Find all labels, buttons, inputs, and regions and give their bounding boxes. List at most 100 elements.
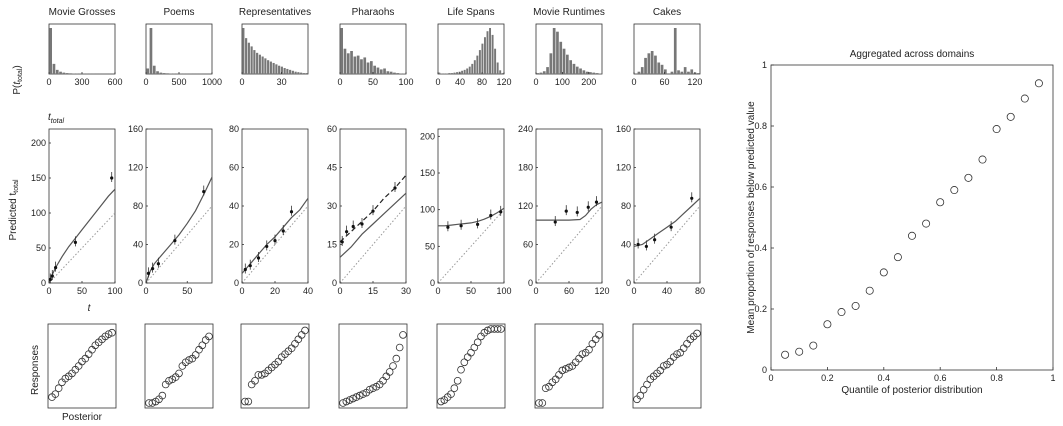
histogram-bar xyxy=(340,28,343,74)
data-point xyxy=(564,209,568,213)
histogram-bar xyxy=(549,53,553,74)
response-marker xyxy=(251,376,259,385)
histogram-title: Poems xyxy=(163,7,194,18)
histogram-bar xyxy=(677,70,680,74)
y-tick-label: 0 xyxy=(626,278,631,288)
response-marker xyxy=(453,376,462,385)
response-marker xyxy=(185,356,193,364)
histogram-title: Cakes xyxy=(653,7,681,18)
y-tick-label: 180 xyxy=(518,163,533,173)
histogram-bar xyxy=(552,28,556,74)
response-marker xyxy=(175,369,183,378)
responses-frame xyxy=(47,323,117,409)
histogram-bar xyxy=(466,68,469,74)
histogram-tick-label: 50 xyxy=(368,77,378,87)
x-tick-label: 50 xyxy=(77,286,87,296)
histogram-bar xyxy=(499,70,502,74)
aggregate-marker xyxy=(922,219,931,228)
data-point xyxy=(446,225,450,229)
histogram-tick-label: 300 xyxy=(74,77,89,87)
response-marker xyxy=(365,385,374,394)
identity-line xyxy=(48,212,116,284)
histogram-title: Movie Runtimes xyxy=(533,7,605,18)
x-tick-label: 100 xyxy=(107,286,122,296)
data-point xyxy=(243,267,247,272)
prediction-frame xyxy=(48,128,116,284)
data-point xyxy=(289,210,294,214)
histogram-bar xyxy=(264,58,267,74)
data-point xyxy=(48,277,52,282)
y-tick-label: 120 xyxy=(616,163,631,173)
histogram-bar xyxy=(258,54,261,74)
response-marker xyxy=(591,335,600,344)
data-point xyxy=(345,230,349,234)
responses-panel-2 xyxy=(144,323,214,409)
response-marker xyxy=(369,384,377,393)
histogram-tick-label: 120 xyxy=(496,77,511,87)
response-marker xyxy=(460,358,469,367)
response-marker xyxy=(355,391,364,400)
histogram-tick-label: 0 xyxy=(533,77,538,87)
aggregate-xlabel: Quantile of posterior distribution xyxy=(841,385,982,396)
response-marker xyxy=(399,331,407,339)
x-tick-label: 0 xyxy=(435,286,440,296)
histogram-bar xyxy=(458,71,461,74)
response-marker xyxy=(639,385,648,394)
y-tick-label: 0 xyxy=(528,278,533,288)
histogram-bar xyxy=(664,69,667,74)
response-marker xyxy=(578,350,587,358)
responses-frame xyxy=(240,323,310,409)
histogram-bar xyxy=(356,55,360,74)
response-marker xyxy=(349,394,357,403)
histogram-bar xyxy=(569,60,572,74)
responses-panel-5 xyxy=(436,323,506,409)
data-point xyxy=(690,196,694,200)
histogram-tick-label: 0 xyxy=(46,77,51,87)
histogram-frame xyxy=(241,23,309,75)
y-tick-label: 45 xyxy=(327,163,337,173)
response-marker xyxy=(291,339,299,348)
histogram-tick-label: 0 xyxy=(239,77,244,87)
histogram-bar xyxy=(683,67,687,74)
data-point xyxy=(202,189,206,194)
response-marker xyxy=(342,397,351,406)
histogram-bar xyxy=(690,69,694,74)
histogram-bar xyxy=(389,71,393,74)
histogram-tick-label: 80 xyxy=(477,77,487,87)
responses-panel-3 xyxy=(240,323,310,409)
x-tick-label: 0.8 xyxy=(990,373,1003,383)
response-marker xyxy=(205,332,213,341)
histogram-bar xyxy=(582,70,586,74)
response-marker xyxy=(389,362,397,370)
data-point xyxy=(459,224,463,228)
y-tick-label: 0 xyxy=(762,365,767,375)
prediction-panel-7: 0 40 80 0 40 80 120 160 xyxy=(616,124,705,296)
histogram-bar xyxy=(483,37,486,74)
data-point xyxy=(499,210,503,214)
y-tick-label: 60 xyxy=(523,240,533,250)
histogram-bar xyxy=(346,53,350,74)
histogram-bar xyxy=(697,73,700,74)
y-tick-label: 40 xyxy=(229,201,239,211)
aggregate-marker xyxy=(1020,94,1029,103)
response-marker xyxy=(198,341,207,350)
x-tick-label: 40 xyxy=(662,286,672,296)
response-marker xyxy=(595,331,603,339)
histogram-bar xyxy=(376,67,380,74)
response-marker xyxy=(84,350,93,358)
aggregate-marker xyxy=(795,347,804,356)
histogram-bar xyxy=(463,69,466,74)
x-tick-label: 100 xyxy=(496,286,511,296)
histogram-bar xyxy=(450,73,453,74)
aggregate-marker xyxy=(992,125,1001,134)
y-tick-label: 100 xyxy=(420,205,435,215)
histogram-bar xyxy=(476,55,479,74)
histogram-bar xyxy=(670,71,674,74)
histogram-bar xyxy=(65,73,69,74)
histogram-bar xyxy=(556,31,559,74)
model-line xyxy=(438,207,505,227)
histogram-bar xyxy=(360,59,363,74)
responses-row xyxy=(47,323,702,409)
y-tick-label: 1 xyxy=(762,60,767,70)
